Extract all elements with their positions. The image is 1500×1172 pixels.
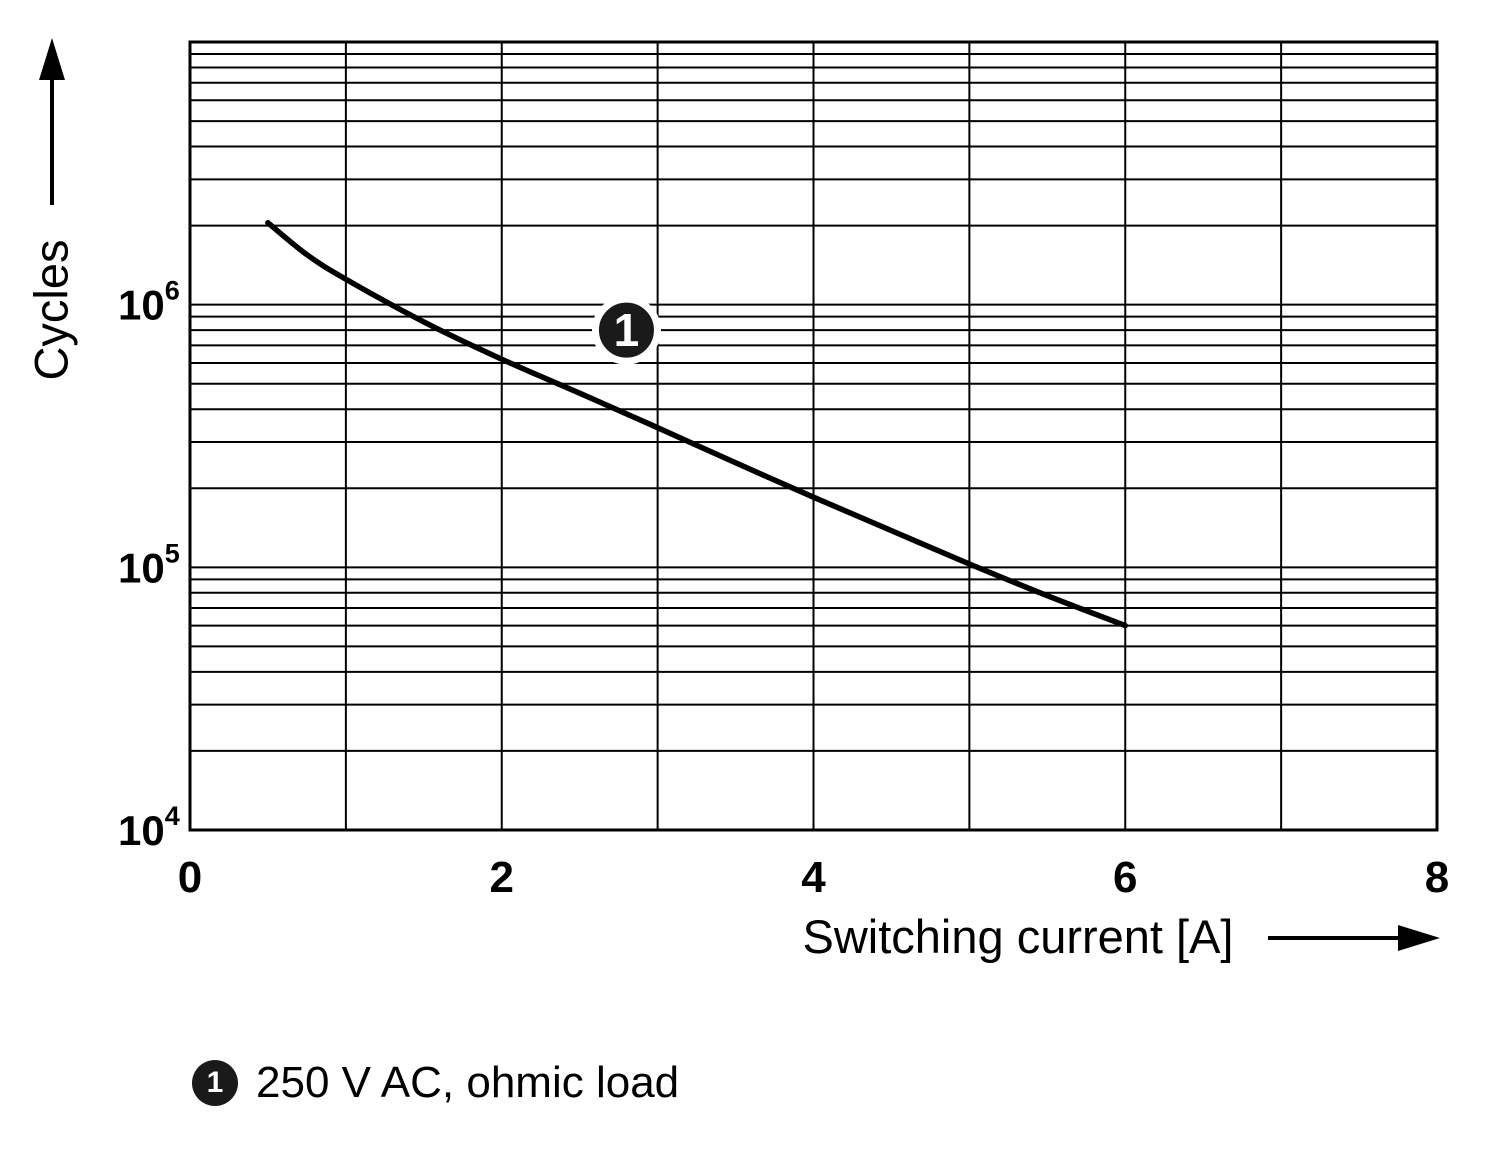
plot-border	[188, 40, 1439, 832]
x-tick-label: 8	[1425, 853, 1449, 902]
curve-marker-circle	[591, 295, 661, 365]
y-axis-arrow-icon	[39, 38, 65, 205]
y-tick-label: 106	[118, 276, 180, 329]
legend-marker-1: 1	[192, 1060, 238, 1106]
legend-label: 250 V AC, ohmic load	[256, 1058, 680, 1107]
x-tick-label: 0	[178, 853, 202, 902]
grid-lines	[189, 42, 1438, 831]
curve-marker: 1	[591, 295, 661, 365]
x-tick-label: 4	[801, 853, 826, 902]
y-tick-labels: 104 105 106	[118, 276, 180, 854]
y-tick-label: 104	[118, 801, 180, 854]
legend-marker-label: 1	[206, 1066, 224, 1099]
x-axis-arrow-icon	[1268, 925, 1440, 951]
y-tick-label: 105	[118, 538, 180, 591]
y-axis-label: Cycles	[24, 239, 77, 380]
series-curve	[265, 220, 1129, 629]
curve-marker-label: 1	[614, 304, 640, 356]
legend: 1 250 V AC, ohmic load	[192, 1058, 679, 1108]
x-tick-label: 6	[1113, 853, 1137, 902]
x-tick-label: 2	[490, 853, 514, 902]
x-axis-label: Switching current [A]	[802, 910, 1233, 963]
x-tick-labels: 0 2 4 6 8	[178, 853, 1449, 902]
